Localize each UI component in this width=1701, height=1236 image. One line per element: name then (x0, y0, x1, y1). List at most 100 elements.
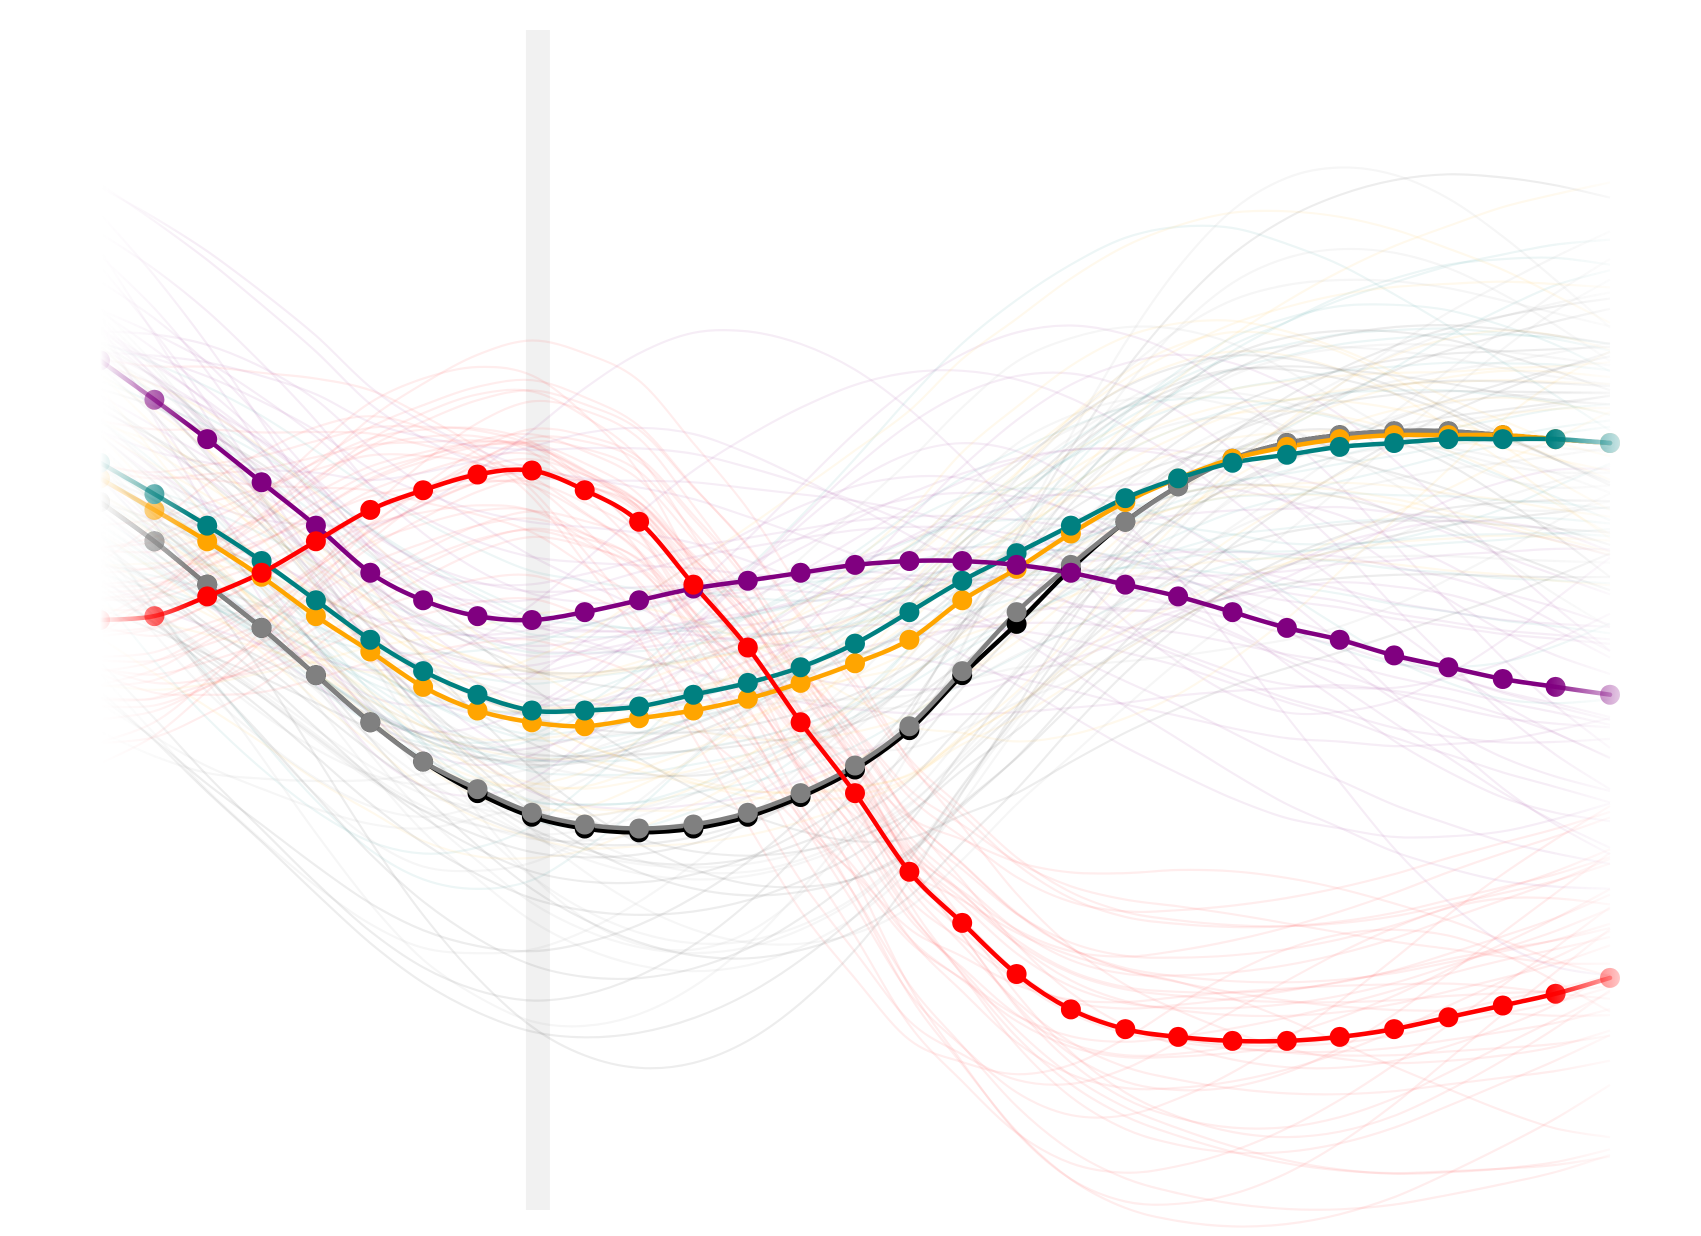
background-sample-line (99, 365, 1611, 1206)
data-point (737, 688, 758, 709)
background-sample-line (99, 330, 1611, 691)
background-sample-line (99, 365, 1611, 857)
data-point (952, 661, 973, 682)
data-point (1115, 488, 1136, 509)
data-point (574, 814, 595, 835)
data-point (737, 672, 758, 693)
data-point (1329, 629, 1350, 650)
background-sample-line (99, 344, 1611, 897)
background-sample-line (99, 362, 1611, 760)
data-point (845, 554, 865, 575)
background-sample-line (99, 477, 1611, 751)
data-point (1438, 1007, 1459, 1028)
background-sample-line (99, 326, 1611, 804)
background-sample-line (99, 254, 1611, 763)
background-sample-line (99, 418, 1611, 881)
data-point (1006, 602, 1027, 623)
series-points-group (90, 460, 1620, 1051)
background-sample-line (99, 427, 1611, 1070)
background-sample-line (99, 319, 1611, 787)
data-point (629, 511, 650, 532)
background-sample-line (99, 419, 1611, 655)
background-sample-line (99, 351, 1611, 690)
background-sample-line (99, 297, 1611, 981)
data-point (305, 606, 326, 627)
background-sample-line (99, 379, 1611, 636)
data-point (1276, 617, 1297, 638)
background-sample-line (99, 435, 1611, 1139)
background-sample-line (99, 399, 1611, 1092)
background-sample-line (99, 431, 1611, 675)
data-point (413, 676, 434, 697)
data-point (952, 570, 973, 591)
data-point (574, 700, 595, 721)
background-sample-line (99, 462, 1611, 1139)
data-point (467, 606, 488, 627)
background-sample-line (99, 425, 1611, 1091)
background-sample-line (99, 388, 1611, 1155)
background-sample-line (99, 462, 1611, 750)
data-point (629, 590, 650, 611)
data-point (574, 716, 595, 737)
background-sample-line (99, 318, 1611, 712)
data-point (197, 531, 218, 552)
data-point (251, 472, 272, 493)
background-sample-line (99, 209, 1611, 683)
background-sample-line (99, 212, 1611, 856)
data-point (1168, 468, 1189, 489)
data-point (952, 912, 973, 933)
data-point (683, 814, 704, 835)
background-sample-line (99, 441, 1611, 977)
data-point (845, 653, 865, 674)
data-point (413, 751, 434, 772)
background-sample-line (99, 426, 1611, 613)
data-point (1492, 429, 1513, 450)
data-point (899, 629, 920, 650)
background-sample-line (99, 249, 1611, 749)
background-sample-line (99, 265, 1611, 811)
data-point (790, 562, 811, 583)
background-sample-line (99, 343, 1611, 843)
data-point (1438, 657, 1459, 678)
data-point (1492, 995, 1513, 1016)
background-sample-line (99, 491, 1611, 793)
background-sample-line (99, 183, 1611, 729)
background-sample-line (99, 433, 1611, 1119)
background-sample-line (99, 432, 1611, 984)
data-point (1060, 515, 1081, 536)
data-point (144, 389, 165, 410)
data-point (1222, 602, 1243, 623)
background-sample-line (99, 596, 1611, 1043)
background-sample-line (99, 181, 1611, 860)
data-point (790, 783, 811, 804)
data-point (144, 484, 165, 505)
background-sample-line (99, 361, 1611, 713)
data-point (683, 574, 704, 595)
data-point (683, 700, 704, 721)
data-point (521, 610, 542, 630)
data-point (251, 562, 272, 583)
data-point (144, 606, 165, 627)
background-sample-line (99, 527, 1611, 1004)
data-point (1006, 964, 1027, 984)
background-sample-line (99, 280, 1611, 676)
data-point (305, 590, 326, 611)
data-point (521, 700, 542, 721)
background-sample-line (99, 416, 1611, 955)
data-point (1438, 429, 1459, 450)
background-sample-line (99, 442, 1611, 1175)
data-point (1545, 676, 1566, 697)
data-point (1222, 452, 1243, 473)
data-point (413, 590, 434, 611)
data-point (899, 551, 920, 571)
background-sample-line (99, 507, 1611, 1010)
data-point (790, 657, 811, 678)
data-point (845, 783, 865, 804)
background-sample-line (99, 269, 1611, 656)
background-sample-line (99, 425, 1611, 777)
data-point (629, 818, 650, 839)
background-sample-line (99, 481, 1611, 790)
data-point (899, 716, 920, 737)
background-sample-line (99, 493, 1611, 761)
